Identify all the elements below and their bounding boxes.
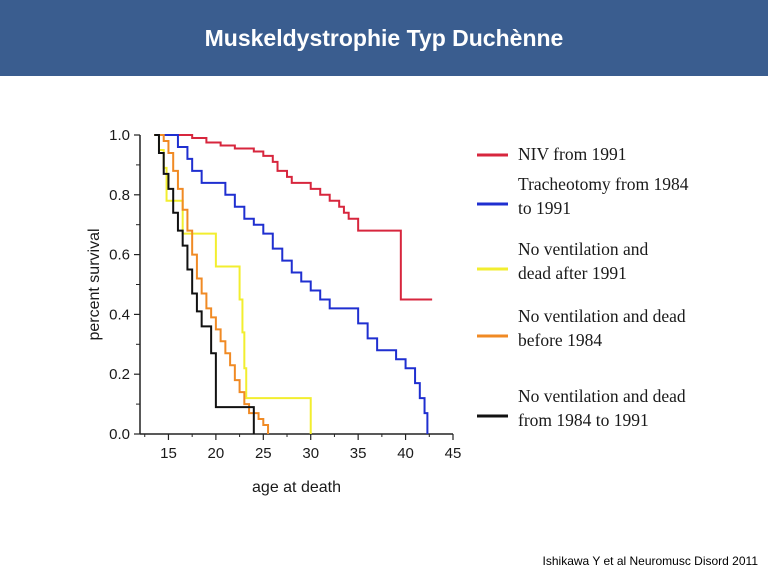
legend-label-2: Tracheotomy from 1984 (518, 174, 689, 194)
y-axis-title: percent survival (86, 228, 103, 340)
x-tick-label: 45 (445, 445, 462, 462)
legend-label-5: No ventilation and dead (518, 386, 686, 406)
y-tick-label: 0.2 (109, 366, 130, 383)
x-tick-label: 25 (255, 445, 272, 462)
series-line-2 (158, 134, 429, 434)
citation: Ishikawa Y et al Neuromusc Disord 2011 (542, 554, 758, 568)
legend-label-3: dead after 1991 (518, 263, 627, 283)
legend-label-4: before 1984 (518, 330, 602, 350)
slide-title: Muskeldystrophie Typ Duchènne (204, 24, 564, 51)
y-tick-label: 0.8 (109, 187, 130, 204)
x-tick-label: 20 (208, 445, 225, 462)
series-line-4 (154, 134, 270, 434)
y-tick-label: 1.0 (109, 127, 130, 144)
x-tick-label: 35 (350, 445, 367, 462)
y-tick-label: 0.0 (109, 426, 130, 443)
legend-label-4: No ventilation and dead (518, 306, 686, 326)
y-tick-label: 0.4 (109, 306, 130, 323)
x-tick-label: 30 (302, 445, 319, 462)
legend-label-1: NIV from 1991 (518, 144, 627, 164)
slide-header: Muskeldystrophie Typ Duchènne (0, 0, 768, 76)
series-line-1 (177, 134, 433, 301)
series-line-5 (154, 134, 255, 434)
x-tick-label: 40 (397, 445, 414, 462)
legend-label-5: from 1984 to 1991 (518, 410, 649, 430)
y-tick-label: 0.6 (109, 247, 130, 264)
legend-label-2: to 1991 (518, 198, 571, 218)
legend-label-3: No ventilation and (518, 239, 649, 259)
x-tick-label: 15 (160, 445, 177, 462)
x-axis-title: age at death (252, 479, 341, 496)
